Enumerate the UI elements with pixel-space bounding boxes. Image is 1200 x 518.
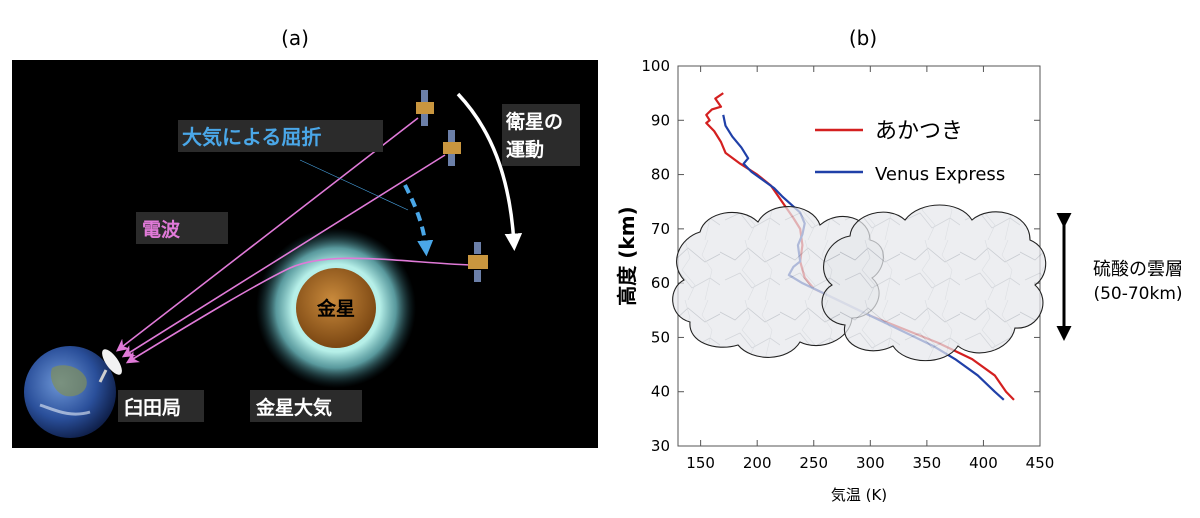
satellite-icon [416, 90, 434, 126]
station-box [118, 390, 204, 422]
x-tick-label: 350 [913, 454, 942, 472]
atmosphere-box [250, 390, 362, 422]
y-tick-label: 100 [641, 57, 670, 75]
satellite-icon [443, 130, 461, 166]
x-tick-label: 150 [686, 454, 715, 472]
x-tick-label: 250 [799, 454, 828, 472]
satellite-motion-label-2: 運動 [506, 139, 544, 161]
y-tick-label: 50 [651, 328, 670, 346]
satellite-icon [468, 242, 488, 282]
antenna-dish-icon [98, 349, 122, 383]
y-tick-label: 30 [651, 437, 670, 455]
x-axis-label: 気温 (K) [831, 486, 887, 504]
satellite-motion-label-1: 衛星の [505, 110, 563, 133]
panel-a-label: (a) [281, 26, 309, 50]
refraction-box [178, 120, 383, 152]
cloud-layer-label-1: 硫酸の雲層 [1093, 259, 1183, 280]
refraction-leader [299, 159, 409, 211]
refraction-arrow [403, 184, 434, 257]
x-tick-label: 450 [1026, 454, 1055, 472]
y-tick-label: 40 [651, 383, 670, 401]
legend-label-2: Venus Express [875, 164, 1005, 185]
y-tick-label: 90 [651, 111, 670, 129]
y-tick-label: 60 [651, 274, 670, 292]
panel-b-label: (b) [849, 26, 877, 50]
venus-label: 金星 [316, 297, 355, 320]
radio-box [136, 212, 228, 244]
x-tick-label: 300 [856, 454, 885, 472]
cloud-layer-label-2: (50-70km) [1093, 284, 1182, 304]
y-tick-label: 80 [651, 166, 670, 184]
radio-path-refracted [125, 257, 471, 364]
y-tick-label: 70 [651, 220, 670, 238]
x-tick-label: 400 [969, 454, 998, 472]
radio-path-2 [121, 154, 446, 358]
refraction-label: 大気による屈折 [182, 125, 321, 149]
temperature-altitude-chart: 150 200 250 300 350 400 450 30 40 50 60 70 80 90 100 気温… [615, 57, 1054, 504]
radio-path-1 [115, 117, 419, 352]
venus-planet [296, 268, 376, 348]
radio-label: 電波 [142, 218, 181, 241]
station-label: 臼田局 [124, 396, 181, 419]
satellite-motion-arrow [456, 92, 523, 251]
y-axis-label: 高度 (km) [615, 206, 639, 305]
x-tick-label: 200 [743, 454, 772, 472]
satellite-motion-box [502, 104, 580, 166]
earth-landmass [50, 365, 87, 397]
legend-label-1: あかつき [875, 119, 963, 144]
cloud-right [821, 204, 1047, 362]
atmosphere-label: 金星大気 [255, 396, 332, 419]
